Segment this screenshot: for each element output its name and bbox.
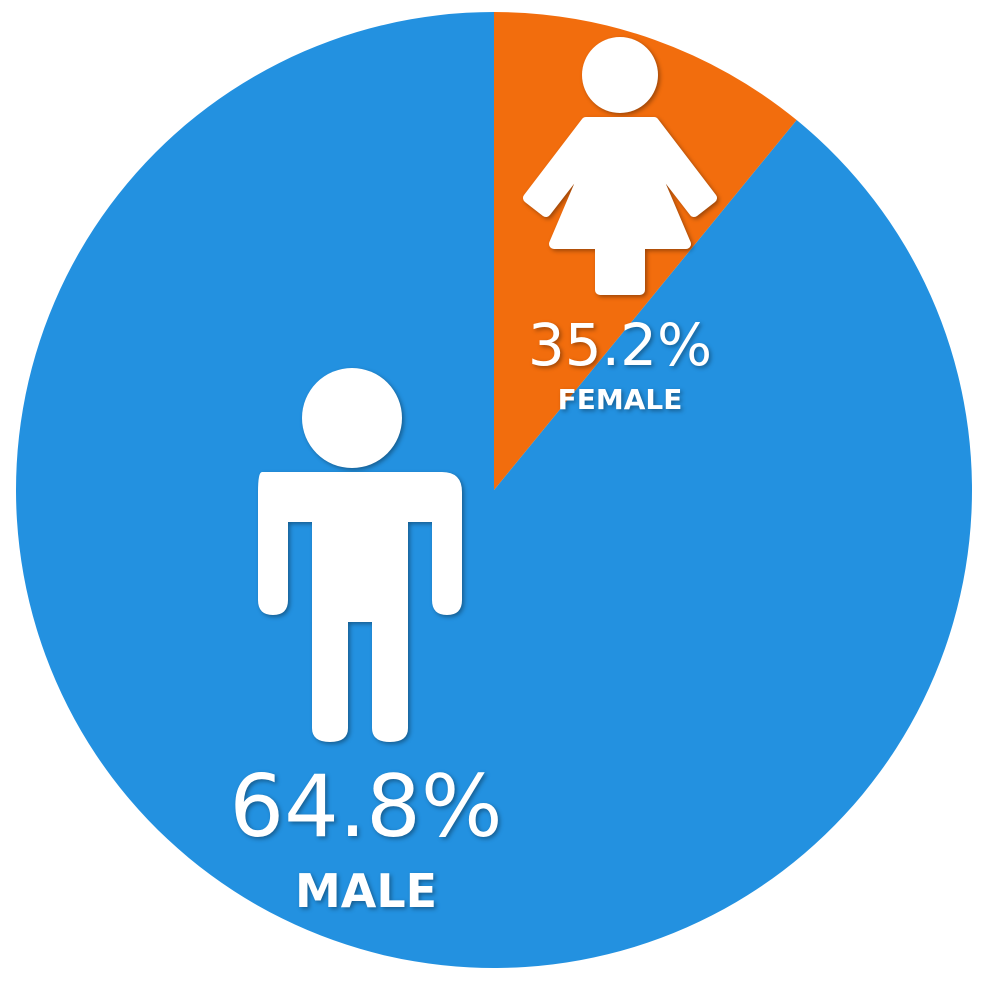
female-person-icon bbox=[523, 37, 717, 295]
male-person-icon bbox=[258, 368, 462, 742]
female-category-label: FEMALE bbox=[558, 383, 683, 416]
pie-slice-male bbox=[15, 12, 973, 969]
male-percent-label: 64.8% bbox=[229, 757, 502, 857]
pie-slice-female bbox=[494, 12, 797, 490]
male-category-label: MALE bbox=[295, 864, 437, 918]
female-percent-label: 35.2% bbox=[528, 311, 712, 379]
pie-slices bbox=[15, 12, 973, 969]
